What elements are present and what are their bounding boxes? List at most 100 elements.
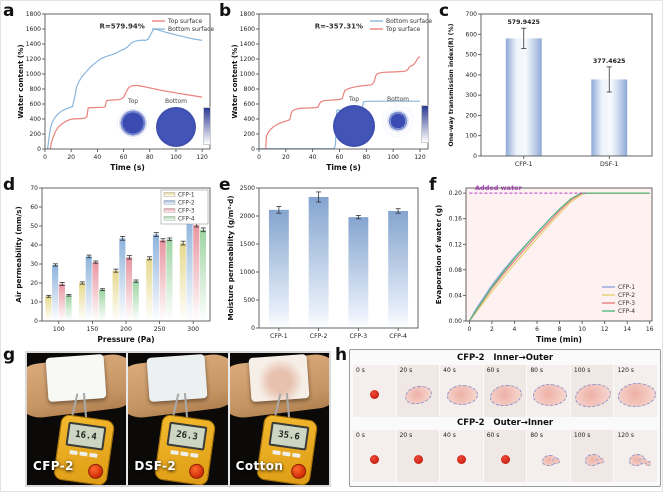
- svg-text:60: 60: [120, 154, 128, 161]
- svg-text:40: 40: [30, 242, 38, 249]
- panel-letter-b: b: [219, 1, 232, 21]
- legend-label: CFP-3: [618, 300, 635, 307]
- svg-text:CFP-4: CFP-4: [389, 333, 407, 340]
- timestamp-label: 20 s: [399, 367, 413, 374]
- timestamp-label: 40 s: [443, 432, 456, 439]
- svg-text:800: 800: [30, 86, 42, 93]
- droplet-frame: 100 s: [570, 365, 614, 417]
- y-axis-label: One-way transmission index(R) (%): [448, 23, 455, 146]
- chart-water-content-b: R=-357.31%0 20 40 60 80 100 120020040060080010…: [230, 11, 432, 172]
- series-Bottom surface: [47, 28, 203, 150]
- dye-stain: [404, 384, 434, 406]
- timestamp-label: 100 s: [573, 432, 591, 439]
- dye-bottom-label: Bottom: [386, 96, 409, 103]
- droplet-frame: 40 s: [440, 430, 483, 482]
- svg-text:CFP-1: CFP-1: [270, 333, 288, 340]
- svg-text:20: 20: [30, 280, 38, 287]
- svg-text:0.08: 0.08: [449, 267, 463, 274]
- svg-text:100: 100: [466, 133, 478, 140]
- plot-frame: [41, 187, 211, 322]
- droplet-frame: 20 s: [396, 430, 440, 482]
- x-axis-label: Time (s): [110, 163, 145, 172]
- svg-text:400: 400: [466, 72, 478, 79]
- bar-CFP-3: [58, 283, 65, 321]
- bar-CFP-3: [159, 240, 166, 321]
- panel-c: c 579.9425 377.4625 0 100 200 300 400 500 600 700…: [439, 1, 661, 175]
- svg-text:300: 300: [466, 92, 478, 99]
- bar-value-label: 377.4625: [593, 58, 626, 65]
- legend-swatch: [163, 216, 176, 221]
- dye-solid-circle-icon: [156, 107, 196, 147]
- svg-text:70: 70: [30, 185, 38, 192]
- timestamp-label: 40 s: [443, 367, 456, 374]
- bar-CFP-3: [193, 225, 200, 321]
- svg-text:1000: 1000: [240, 269, 255, 276]
- panel-letter-d: d: [3, 175, 16, 195]
- bar-value-label: 579.9425: [508, 19, 541, 26]
- svg-text:1400: 1400: [26, 41, 41, 48]
- droplet-frame: 80 s: [527, 430, 570, 482]
- svg-text:1600: 1600: [240, 26, 255, 33]
- colorbar-icon: [421, 105, 429, 143]
- legend-label: CFP-4: [618, 308, 635, 315]
- bar-CFP-2: [186, 218, 193, 321]
- droplet-row-outer-inner: 0 s 20 s 40 s 60 s 80 s 100 s 120 s: [353, 430, 658, 482]
- panel-b: b R=-357.31% 0 20 40 60 80 100 120 0 200 400 600 800…: [219, 1, 437, 175]
- x-axis-label: Pressure (Pa): [97, 335, 154, 344]
- panel-e: e 0 500 1000 1500 2000 2500 CFP-1 CFP-2 CFP-3 CFP…: [219, 175, 427, 345]
- svg-text:600: 600: [244, 101, 256, 108]
- svg-text:1500: 1500: [240, 241, 255, 248]
- svg-text:100: 100: [53, 326, 65, 333]
- x-axis-label: Time (s): [326, 163, 361, 172]
- timestamp-label: 80 s: [530, 432, 543, 439]
- photo-dsf-2: 26.3 DSF-2: [128, 353, 228, 485]
- svg-text:2500: 2500: [240, 185, 255, 192]
- legend-swatch: [163, 200, 176, 205]
- svg-text:400: 400: [30, 116, 42, 123]
- svg-text:80: 80: [146, 154, 154, 161]
- y-axis-label: Moisture permeability (g/m²·d): [226, 195, 235, 320]
- plot-frame: [44, 13, 211, 150]
- series-CFP-2: [468, 192, 650, 322]
- svg-text:120: 120: [414, 154, 426, 161]
- plot-frame: [480, 13, 653, 157]
- r-value-annotation: R=579.94%: [99, 22, 144, 30]
- svg-text:0: 0: [257, 154, 261, 161]
- svg-text:0: 0: [37, 146, 41, 153]
- panel-letter-f: f: [429, 175, 437, 195]
- legend-label: CFP-2: [178, 201, 195, 207]
- timestamp-label: 120 s: [617, 432, 634, 439]
- legend-label: Bottom surface: [168, 26, 214, 33]
- timestamp-label: 80 s: [530, 367, 543, 374]
- svg-text:0.20: 0.20: [449, 190, 463, 197]
- svg-text:10: 10: [578, 326, 586, 333]
- meter-power-button-icon: [87, 462, 105, 480]
- panel-letter-h: h: [335, 345, 348, 365]
- svg-text:1800: 1800: [26, 11, 41, 18]
- dye-stain: [617, 382, 657, 408]
- svg-text:40: 40: [94, 154, 102, 161]
- dye-drop-icon: [370, 389, 380, 399]
- dye-top-label: Top: [127, 98, 139, 105]
- meter-lcd-reading: 26.3: [166, 421, 208, 451]
- chart-air-permeability: 0 10 20 30 40 50 60 70 100 150 200 250 300 CFP-1 CFP-2…: [14, 185, 211, 344]
- legend-label: CFP-2: [618, 292, 635, 299]
- sample-label: DSF-2: [134, 459, 177, 473]
- y-axis-label: Air permeability (mm/s): [14, 206, 23, 302]
- dye-stain: [446, 384, 479, 407]
- svg-text:200: 200: [120, 326, 132, 333]
- svg-text:600: 600: [466, 31, 478, 38]
- panel-h: h CFP-2 Inner→Outer 0 s 20 s 40 s 60 s 80 s 1…: [335, 345, 662, 491]
- svg-text:14: 14: [623, 326, 631, 333]
- row1-title: CFP-2 Inner→Outer: [456, 353, 554, 363]
- svg-text:CFP-2: CFP-2: [310, 333, 328, 340]
- y-axis-label: Water content (%): [230, 44, 239, 118]
- meter-power-button-icon: [188, 462, 206, 480]
- svg-text:1600: 1600: [26, 26, 41, 33]
- panel-letter-g: g: [3, 345, 16, 365]
- svg-text:6: 6: [535, 326, 539, 333]
- svg-text:30: 30: [30, 261, 38, 268]
- svg-text:1000: 1000: [240, 71, 255, 78]
- plot-frame: [258, 13, 429, 150]
